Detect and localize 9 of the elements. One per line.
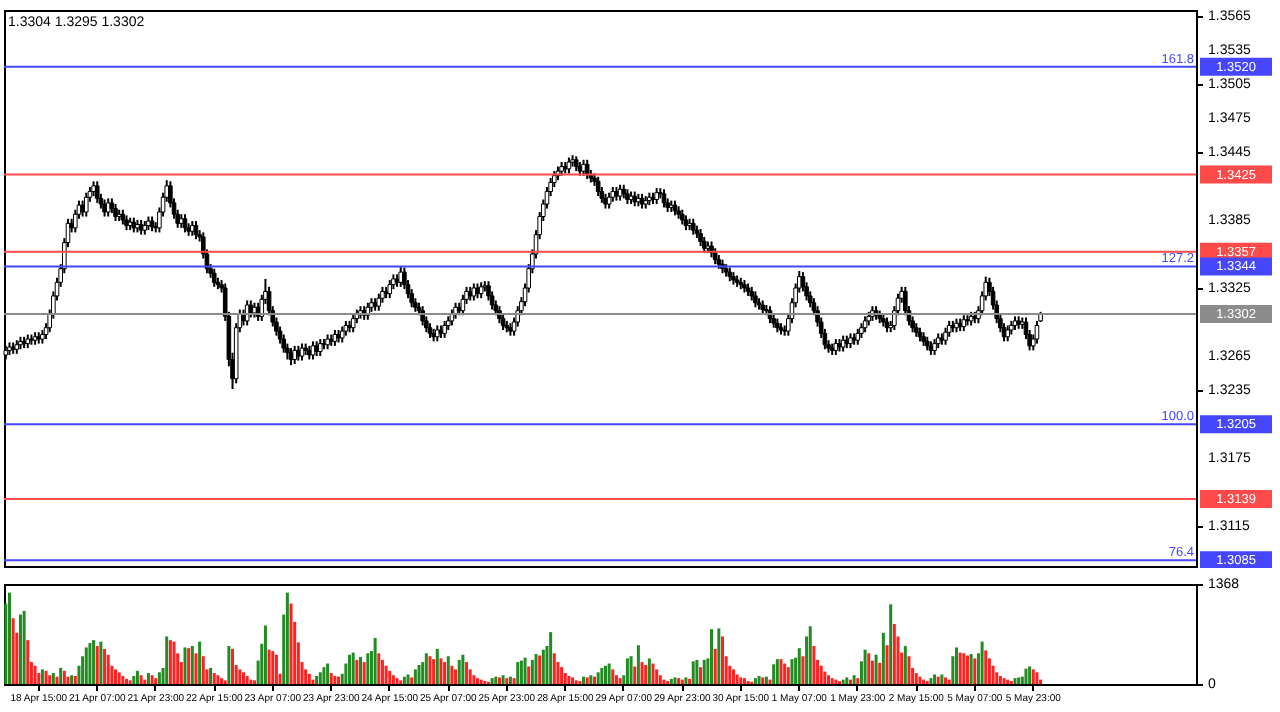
candlestick bbox=[1034, 319, 1040, 345]
candlestick bbox=[211, 267, 217, 288]
candlestick bbox=[595, 175, 601, 198]
candlestick bbox=[281, 333, 287, 354]
candlestick bbox=[73, 208, 78, 234]
candlestick bbox=[409, 288, 414, 309]
candlestick bbox=[903, 285, 908, 317]
candlestick bbox=[486, 280, 491, 302]
candlestick bbox=[402, 266, 407, 291]
